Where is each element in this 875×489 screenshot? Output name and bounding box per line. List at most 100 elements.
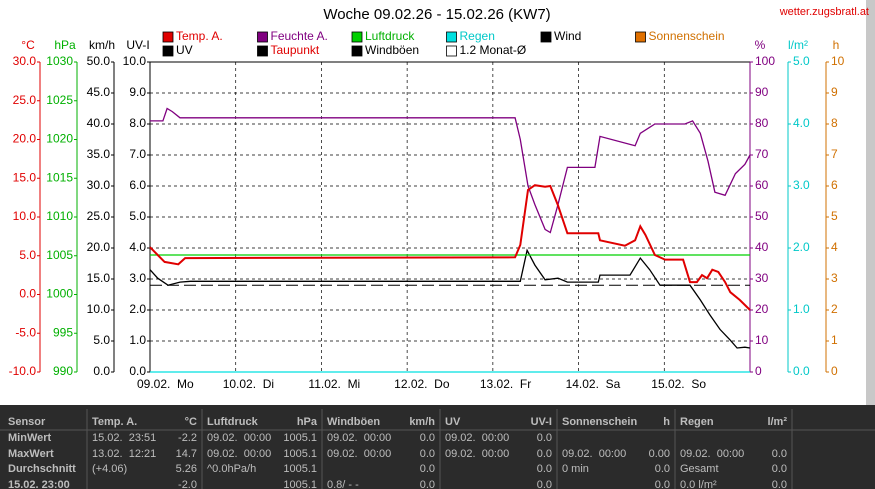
y-tick-label: 2.0 — [793, 240, 810, 254]
table-header: l/m² — [767, 416, 787, 428]
table-row-label: MaxWert — [8, 448, 54, 460]
table-cell: 1005.1 — [283, 463, 317, 475]
y-tick-label: 35.0 — [87, 147, 111, 161]
y-tick-label: 1010 — [46, 209, 73, 223]
legend-swatch — [351, 31, 363, 43]
y-tick-label: 70 — [755, 147, 769, 161]
y-tick-label: 0 — [755, 364, 762, 378]
y-tick-label: -5.0 — [15, 325, 36, 339]
table-cell: -2.0 — [178, 479, 197, 489]
y-tick-label: 9 — [831, 85, 838, 99]
axis-unit-label: UV-I — [126, 38, 149, 52]
y-tick-label: 3 — [831, 271, 838, 285]
y-tick-label: 10 — [755, 333, 769, 347]
table-cell: 0.0 — [772, 479, 787, 489]
table-cell: 0.0 — [420, 479, 435, 489]
y-tick-label: -10.0 — [9, 364, 37, 378]
legend-swatch — [446, 45, 457, 57]
table-header: km/h — [409, 416, 435, 428]
table-cell: ^0.0hPa/h — [207, 463, 256, 475]
legend-label: Wind — [554, 29, 581, 43]
x-tick-label: 12.02. Do — [394, 377, 450, 391]
axis-unit-label: % — [755, 38, 766, 52]
table-cell: 0.0 — [655, 463, 670, 475]
table-cell: 0.0 — [420, 448, 435, 460]
axis-unit-label: °C — [21, 38, 35, 52]
y-tick-label: 1020 — [46, 132, 73, 146]
y-tick-label: 0.0 — [793, 364, 810, 378]
table-cell: 09.02. 00:00 — [445, 448, 509, 460]
table-cell: 0.0 — [655, 479, 670, 489]
x-tick-label: 13.02. Fr — [480, 377, 531, 391]
y-tick-label: 5.0 — [793, 54, 810, 68]
y-tick-label: 50.0 — [87, 54, 111, 68]
y-tick-label: 20 — [755, 302, 769, 316]
y-tick-label: 45.0 — [87, 85, 111, 99]
legend-label: Feuchte A. — [271, 29, 328, 43]
x-tick-label: 11.02. Mi — [308, 377, 360, 391]
y-tick-label: 30.0 — [87, 178, 111, 192]
table-header: Temp. A. — [92, 416, 137, 428]
table-cell: 0.0 — [537, 432, 552, 444]
x-tick-label: 09.02. Mo — [137, 377, 194, 391]
legend-swatch — [540, 31, 552, 43]
legend-label: UV — [176, 43, 193, 57]
axis-unit-label: l/m² — [788, 38, 808, 52]
y-tick-label: 2 — [831, 302, 838, 316]
table-cell: 15.02. 23:51 — [92, 432, 156, 444]
y-tick-label: 7 — [831, 147, 838, 161]
y-tick-label: 25.0 — [87, 209, 111, 223]
table-header: Windböen — [327, 416, 380, 428]
table-cell: 09.02. 00:00 — [327, 432, 391, 444]
y-tick-label: 100 — [755, 54, 775, 68]
y-tick-label: 3.0 — [793, 178, 810, 192]
y-tick-label: 5.0 — [93, 333, 110, 347]
table-row-label: MinWert — [8, 432, 52, 444]
legend-label: 1.2 Monat-Ø — [460, 43, 527, 57]
series-line — [150, 107, 751, 234]
source-link[interactable]: wetter.zugsbratl.at — [779, 6, 869, 18]
legend-swatch — [257, 31, 268, 43]
table-cell: 09.02. 00:00 — [562, 448, 626, 460]
y-tick-label: 5.0 — [19, 248, 36, 262]
y-tick-label: 50 — [755, 209, 769, 223]
table-cell: 09.02. 00:00 — [327, 448, 391, 460]
legend-label: Windböen — [365, 43, 419, 57]
legend-swatch — [635, 31, 646, 43]
y-tick-label: 4.0 — [793, 116, 810, 130]
legend-label: Sonnenschein — [649, 29, 725, 43]
legend-label: Taupunkt — [271, 43, 320, 57]
y-tick-label: 0.0 — [19, 287, 36, 301]
y-tick-label: 995 — [53, 325, 73, 339]
table-cell: 0.0 — [420, 432, 435, 444]
legend-swatch — [351, 45, 363, 57]
y-tick-label: 6 — [831, 178, 838, 192]
y-tick-label: 10 — [831, 54, 845, 68]
table-row-label: 15.02. 23:00 — [8, 479, 70, 489]
chart-title: Woche 09.02.26 - 15.02.26 (KW7) — [323, 6, 550, 23]
y-tick-label: 90 — [755, 85, 769, 99]
axis-unit-label: hPa — [54, 38, 76, 52]
y-tick-label: 20.0 — [87, 240, 111, 254]
table-cell: 0.0 — [537, 479, 552, 489]
table-cell: 14.7 — [176, 448, 197, 460]
y-tick-label: 60 — [755, 178, 769, 192]
x-tick-label: 15.02. So — [651, 377, 706, 391]
side-strip — [866, 0, 875, 405]
y-tick-label: 1015 — [46, 170, 73, 184]
table-cell: 0.00 — [649, 448, 670, 460]
table-header: °C — [185, 416, 197, 428]
table-cell: 0.8/ - - — [327, 479, 359, 489]
table-header: Luftdruck — [207, 416, 259, 428]
y-tick-label: 5.0 — [129, 209, 146, 223]
y-tick-label: 1 — [831, 333, 838, 347]
y-tick-label: 1000 — [46, 287, 73, 301]
y-tick-label: 20.0 — [13, 132, 37, 146]
y-tick-label: 1.0 — [793, 302, 810, 316]
legend-swatch — [162, 45, 174, 57]
chart-background — [0, 0, 866, 405]
y-tick-label: 10.0 — [123, 54, 147, 68]
series-line — [149, 248, 751, 349]
y-tick-label: 8.0 — [129, 116, 146, 130]
